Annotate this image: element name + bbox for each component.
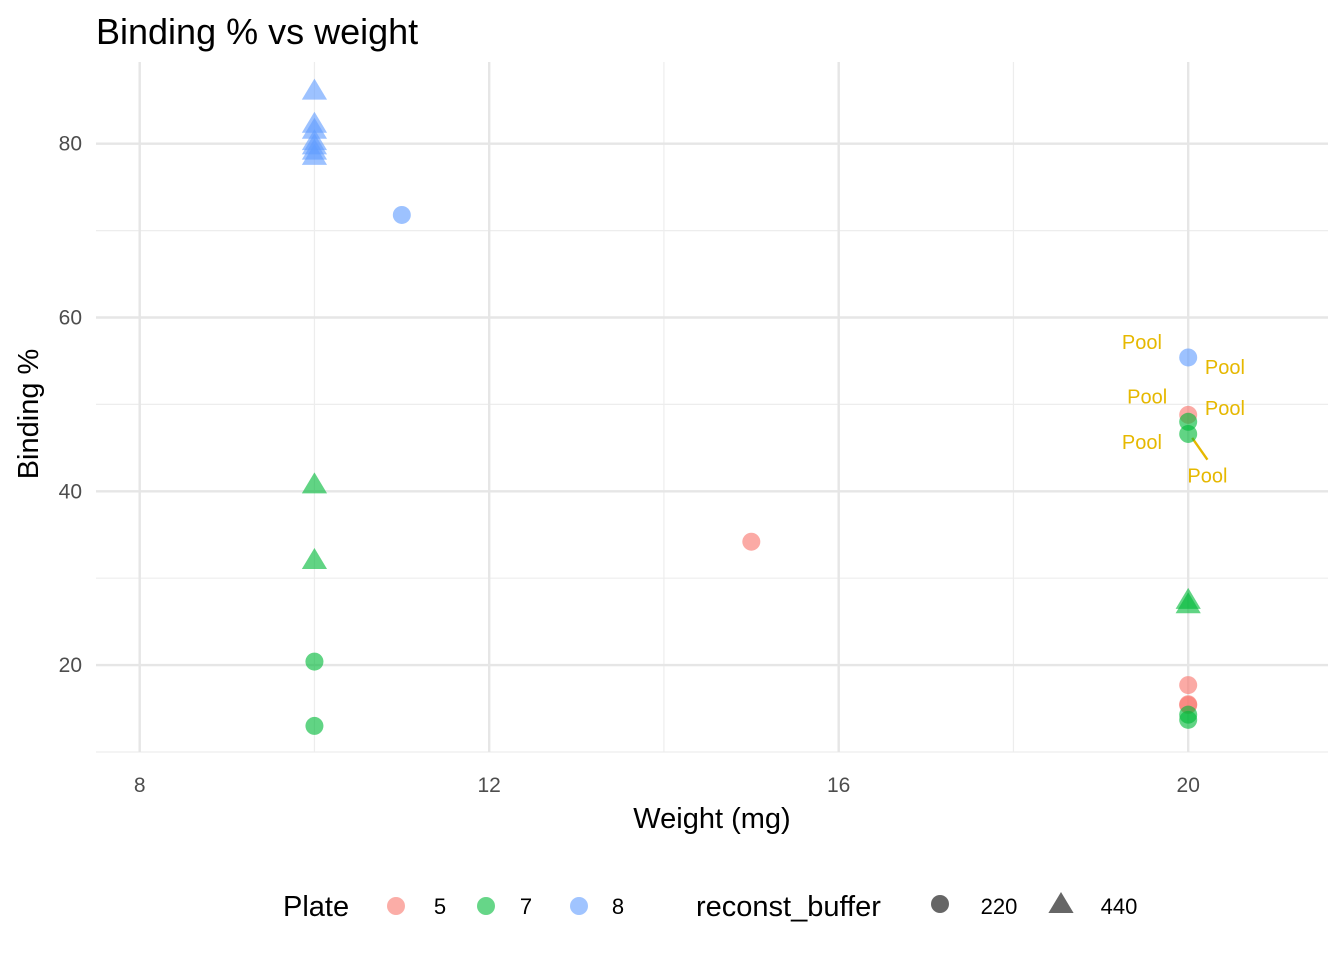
legend-color-title: Plate bbox=[283, 891, 349, 923]
x-tick-label: 8 bbox=[134, 774, 146, 797]
legend-label-plate: 8 bbox=[612, 894, 624, 919]
legend-label-buffer: 440 bbox=[1101, 894, 1138, 919]
annotation-label: Pool bbox=[1122, 332, 1162, 354]
legend-label-plate: 5 bbox=[434, 894, 446, 919]
annotation-label: Pool bbox=[1127, 387, 1167, 409]
legend-key-buffer-220 bbox=[931, 895, 949, 913]
point-circle-plate-8 bbox=[392, 205, 411, 224]
y-tick-label: 40 bbox=[59, 480, 82, 503]
point-triangle-plate-8 bbox=[301, 117, 328, 139]
annotation-segment bbox=[1191, 437, 1209, 461]
legend-shape-title: reconst_buffer bbox=[696, 891, 881, 923]
legend: Plate reconst_buffer 5 7 8 220 440 bbox=[283, 891, 1137, 923]
y-tick-label: 80 bbox=[59, 133, 82, 156]
legend-key-plate-8 bbox=[570, 897, 588, 915]
chart-title: Binding % vs weight bbox=[96, 11, 418, 52]
point-triangle-plate-7 bbox=[301, 547, 328, 569]
annotation-label: Pool bbox=[1205, 357, 1245, 379]
point-circle-plate-7 bbox=[305, 716, 324, 735]
annotation-label: Pool bbox=[1122, 432, 1162, 454]
x-axis-ticks: 8 12 16 20 bbox=[134, 774, 1200, 797]
legend-label-plate: 7 bbox=[520, 894, 532, 919]
legend-label-buffer: 220 bbox=[981, 894, 1018, 919]
data-points bbox=[301, 78, 1201, 735]
legend-key-buffer-440 bbox=[1048, 892, 1074, 913]
y-axis-ticks: 20 40 60 80 bbox=[59, 133, 82, 677]
legend-key-plate-5 bbox=[387, 897, 405, 915]
point-circle-plate-7 bbox=[1179, 710, 1198, 729]
y-tick-label: 60 bbox=[59, 306, 82, 329]
annotation-label: Pool bbox=[1205, 398, 1245, 420]
annotations: Pool Pool Pool Pool Pool Pool bbox=[1122, 332, 1245, 488]
point-triangle-plate-8 bbox=[301, 78, 328, 100]
point-circle-plate-7 bbox=[1179, 424, 1198, 443]
x-tick-label: 16 bbox=[827, 774, 850, 797]
point-circle-plate-7 bbox=[305, 652, 324, 671]
x-axis-title: Weight (mg) bbox=[633, 803, 790, 835]
plot-grid bbox=[96, 62, 1328, 753]
point-circle-plate-5 bbox=[1179, 676, 1198, 695]
point-triangle-plate-8 bbox=[301, 143, 328, 165]
point-circle-plate-5 bbox=[742, 532, 761, 551]
y-axis-title: Binding % bbox=[13, 349, 45, 480]
point-triangle-plate-7 bbox=[1175, 592, 1201, 614]
annotation-label: Pool bbox=[1187, 466, 1227, 488]
y-tick-label: 20 bbox=[59, 654, 82, 677]
point-circle-plate-8 bbox=[1179, 348, 1198, 367]
x-tick-label: 20 bbox=[1177, 774, 1200, 797]
x-tick-label: 12 bbox=[478, 774, 501, 797]
point-triangle-plate-7 bbox=[301, 472, 328, 494]
legend-key-plate-7 bbox=[477, 897, 495, 915]
